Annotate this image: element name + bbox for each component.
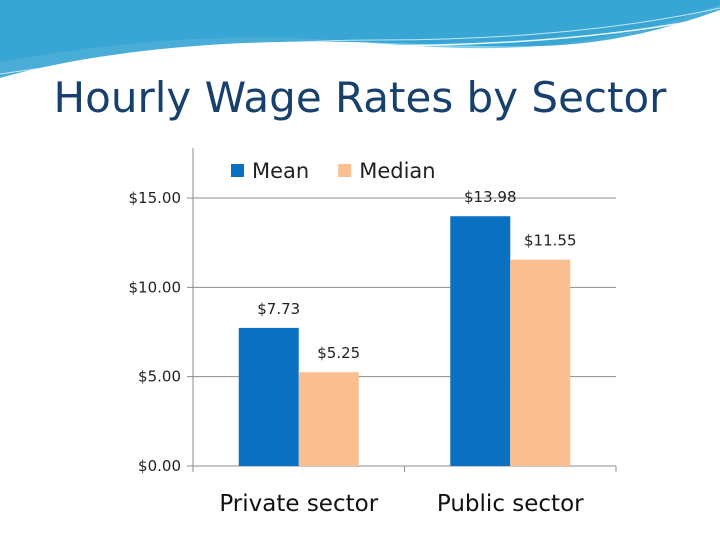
- bar-mean-1: [238, 327, 299, 466]
- bar-median-1: [298, 372, 359, 466]
- legend-swatch-median: [338, 164, 352, 177]
- wave-line-2: [0, 7, 720, 75]
- bar-mean-2: [450, 216, 511, 466]
- data-label: $13.98: [464, 188, 517, 206]
- legend-label-median: Median: [359, 159, 435, 183]
- wave-line-1: [0, 15, 720, 83]
- slide-title: Hourly Wage Rates by Sector: [53, 73, 667, 122]
- legend-label-mean: Mean: [252, 159, 309, 183]
- y-tick-label: $5.00: [138, 368, 181, 386]
- header-wave-decoration: [0, 0, 720, 83]
- wave-shape-front: [0, 0, 720, 78]
- x-category-label: Public sector: [437, 491, 584, 517]
- bars: [238, 216, 571, 466]
- data-label: $11.55: [524, 232, 577, 250]
- y-tick-label: $10.00: [129, 278, 182, 296]
- labels: $0.00 $5.00 $10.00 $15.00 $7.73 $5.25 Private …: [129, 188, 585, 517]
- legend-swatch-mean: [231, 164, 244, 177]
- y-tick-label: $0.00: [138, 457, 181, 475]
- y-tick-label: $15.00: [129, 189, 182, 207]
- x-category-label: Private sector: [219, 491, 378, 517]
- data-label: $7.73: [257, 300, 300, 318]
- data-label: $5.25: [317, 344, 360, 362]
- bar-median-2: [510, 259, 571, 466]
- legend: Mean Median: [231, 159, 436, 183]
